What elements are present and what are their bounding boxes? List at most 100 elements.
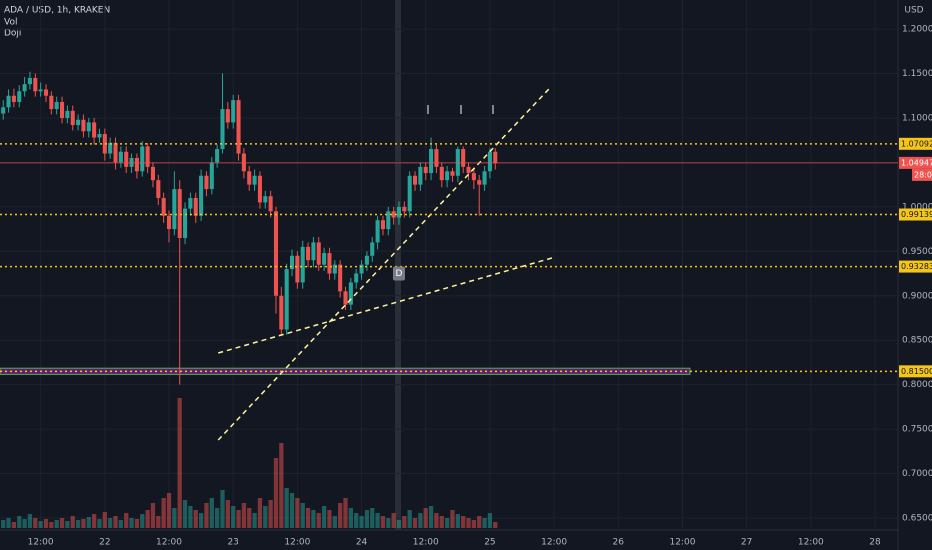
candle-body xyxy=(461,149,466,167)
x-tick-label: 12:00 xyxy=(541,538,567,548)
candle-body xyxy=(354,273,359,283)
level-label-box xyxy=(899,365,932,378)
candle-body xyxy=(177,189,182,238)
y-tick-label: 0.850000 xyxy=(902,336,932,346)
volume-bar xyxy=(338,503,343,528)
x-tick-label: 24 xyxy=(356,538,368,548)
volume-bar xyxy=(300,503,305,528)
volume-bar xyxy=(493,522,498,528)
volume-bar xyxy=(177,398,182,528)
volume-bar xyxy=(487,513,493,528)
volume-bar xyxy=(215,508,220,528)
level-label: 0.932832 xyxy=(901,262,932,271)
volume-bar xyxy=(118,520,124,528)
volume-bar xyxy=(263,506,268,528)
volume-bar xyxy=(380,516,386,528)
volume-bar xyxy=(193,510,198,528)
last-price-label: 1.049471 xyxy=(901,158,932,167)
candle-body xyxy=(97,133,102,138)
y-tick-label: 1.000000 xyxy=(902,202,932,212)
x-tick-label: 27 xyxy=(741,538,752,548)
candle-body xyxy=(322,253,327,265)
candle-body xyxy=(263,196,268,203)
candle-body xyxy=(215,149,220,163)
volume-bar xyxy=(156,516,161,528)
candle-body xyxy=(43,89,49,96)
volume-bar xyxy=(225,500,230,528)
candle-body xyxy=(54,101,59,110)
candle-body xyxy=(380,220,385,230)
candle-body xyxy=(193,197,198,216)
candle-body xyxy=(209,162,214,190)
candle-body xyxy=(493,151,498,164)
candle-body xyxy=(183,208,188,238)
candle-body xyxy=(370,242,375,256)
symbol-title: ADA / USD, 1h, KRAKEN xyxy=(4,6,110,16)
candle-body xyxy=(338,264,343,292)
candle-body xyxy=(231,100,236,123)
candle-body xyxy=(306,246,311,261)
volume-bar xyxy=(391,513,396,528)
candle-body xyxy=(140,146,145,172)
volume-bar xyxy=(482,518,487,528)
candle-body xyxy=(257,175,262,203)
candle-body xyxy=(375,220,380,243)
candle-body xyxy=(38,89,43,92)
volume-bar xyxy=(182,500,188,528)
volume-bar xyxy=(204,503,209,528)
y-tick-label: 1.200000 xyxy=(902,25,932,35)
y-tick-label: 0.800000 xyxy=(902,380,932,390)
volume-bar xyxy=(236,510,241,528)
countdown-label: 28:01 xyxy=(914,170,932,179)
y-tick-label: 1.150000 xyxy=(902,69,932,79)
volume-bar xyxy=(444,518,450,528)
y-tick-label: 0.700000 xyxy=(902,469,932,479)
volume-bar xyxy=(359,516,364,528)
volume-bar xyxy=(108,518,113,528)
x-tick-label: 22 xyxy=(99,538,110,548)
candle-body xyxy=(60,101,65,118)
volume-bar xyxy=(327,510,332,528)
candle-body xyxy=(471,173,476,181)
candle-body xyxy=(482,171,487,185)
volume-bar xyxy=(311,510,316,528)
volume-bar xyxy=(172,508,177,528)
candle-body xyxy=(423,166,428,174)
volume-bar xyxy=(412,518,418,528)
last-price-box xyxy=(899,156,932,169)
x-tick-label: 12:00 xyxy=(28,538,54,548)
level-label-box xyxy=(899,208,932,221)
volume-bar xyxy=(220,490,225,528)
candle-body xyxy=(161,197,166,216)
volume-bar xyxy=(38,521,43,528)
volume-bar xyxy=(188,506,193,528)
volume-bar xyxy=(289,493,295,528)
level-label: 1.070922 xyxy=(901,139,932,148)
candle-body xyxy=(204,175,209,190)
support-zone xyxy=(0,367,691,375)
candle-body xyxy=(450,171,455,176)
indicator: Doji xyxy=(4,29,21,39)
candle-body xyxy=(145,146,150,167)
volume-bar xyxy=(129,518,134,528)
volume-bar xyxy=(252,513,257,528)
volume-bar xyxy=(434,513,439,528)
volume-bar xyxy=(268,500,273,528)
candle-body xyxy=(391,211,396,218)
volume-bar xyxy=(332,516,337,528)
candle-body xyxy=(284,269,289,330)
candle-body xyxy=(247,171,252,185)
volume-bar xyxy=(113,516,118,528)
x-tick-label: 12:00 xyxy=(669,538,695,548)
volume-bar xyxy=(22,519,27,528)
candle-body xyxy=(124,151,129,167)
volume-bar xyxy=(49,522,54,528)
trend-line xyxy=(218,257,553,354)
candle-body xyxy=(166,215,172,230)
volume-bar xyxy=(273,458,279,528)
candle-body xyxy=(396,206,402,218)
candle-body xyxy=(311,242,316,261)
candle-body xyxy=(445,171,450,181)
candle-body xyxy=(477,180,482,185)
level-label: 0.815000 xyxy=(901,367,932,376)
